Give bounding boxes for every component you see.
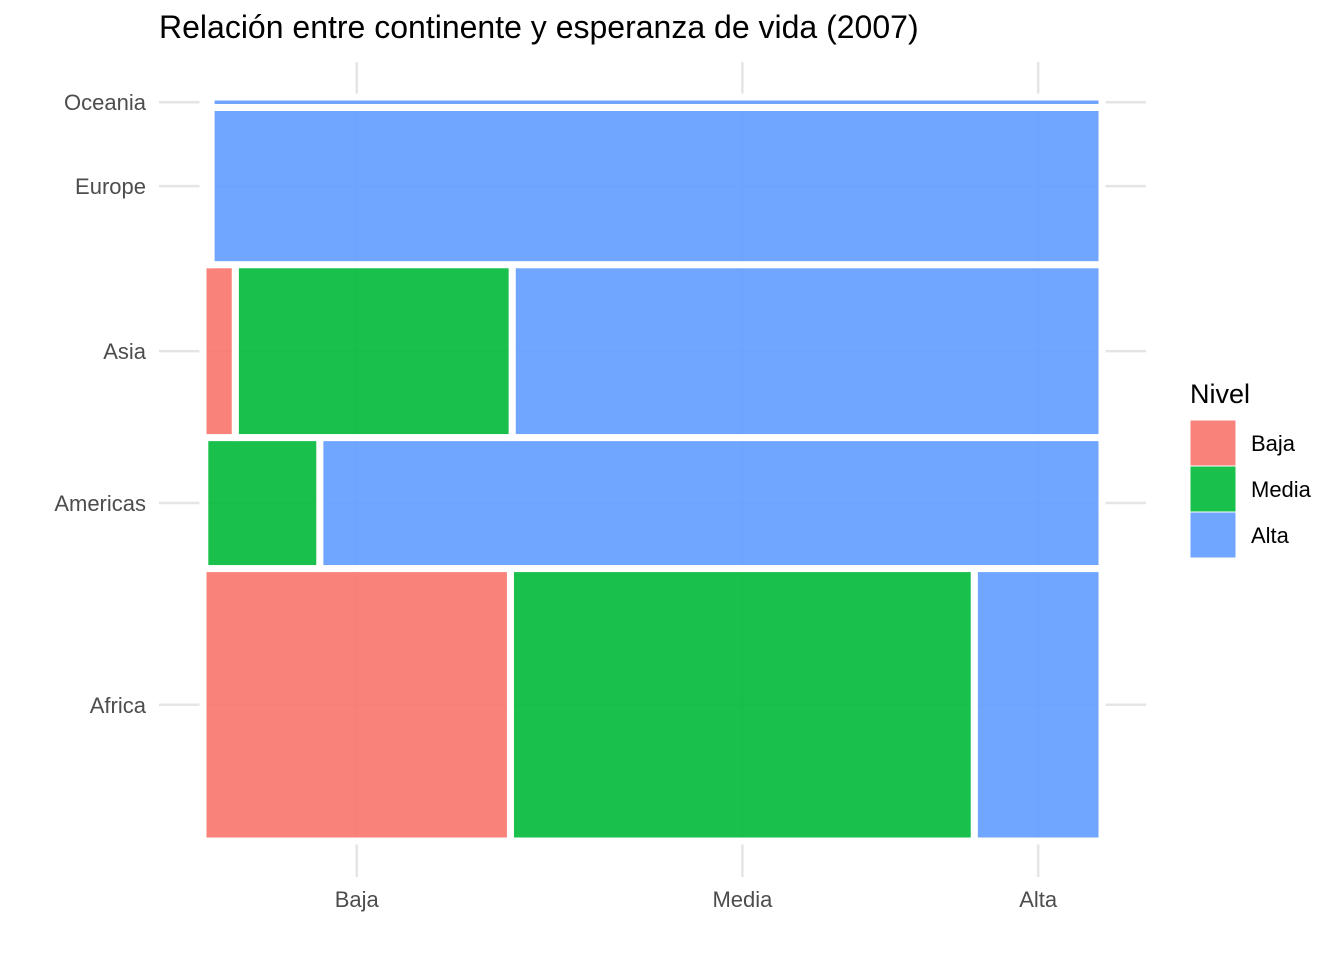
tile-africa-media (506, 565, 978, 845)
tile-americas-alta (316, 434, 1106, 573)
tile-americas-media (201, 434, 324, 573)
mosaic-tiles (199, 93, 1106, 845)
tile-asia-media (231, 261, 516, 442)
chart-title: Relación entre continente y esperanza de… (159, 9, 919, 45)
x-axis-tick-labels: Baja Media Alta (335, 887, 1058, 912)
tile-oceania-alta (207, 93, 1106, 111)
y-axis-tick-labels: Africa Americas Asia Europe Oceania (54, 90, 146, 718)
tile-europe-alta (207, 103, 1106, 269)
y-tick-label-oceania: Oceania (64, 90, 147, 115)
legend-key-baja (1189, 419, 1237, 467)
legend-label-media: Media (1251, 477, 1312, 502)
y-tick-label-americas: Americas (54, 491, 146, 516)
x-tick-label-media: Media (712, 887, 773, 912)
y-tick-label-africa: Africa (90, 693, 147, 718)
y-tick-label-asia: Asia (103, 339, 147, 364)
tile-asia-baja (199, 261, 239, 442)
tile-africa-baja (199, 565, 514, 845)
tile-asia-alta (508, 261, 1106, 442)
legend: Nivel Baja Media Alta (1189, 379, 1312, 559)
tile-africa-alta (970, 565, 1106, 845)
y-tick-label-europe: Europe (75, 174, 146, 199)
legend-label-alta: Alta (1251, 523, 1290, 548)
legend-key-alta (1189, 511, 1237, 559)
legend-label-baja: Baja (1251, 431, 1296, 456)
legend-key-media (1189, 465, 1237, 513)
legend-title: Nivel (1190, 379, 1250, 409)
x-tick-label-alta: Alta (1019, 887, 1058, 912)
x-tick-label-baja: Baja (335, 887, 380, 912)
